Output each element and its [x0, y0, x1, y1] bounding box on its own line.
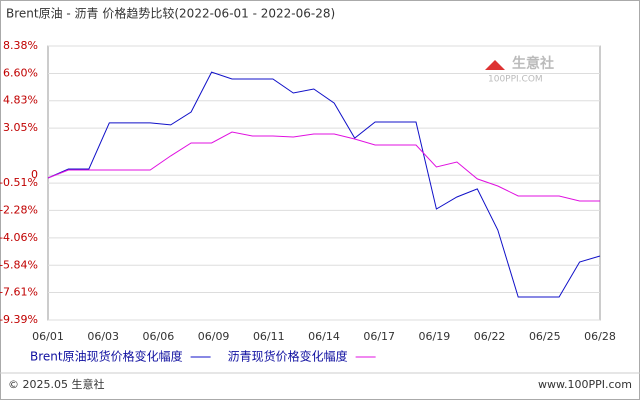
series-line — [47, 131, 600, 202]
y-tick-label: -0.51% — [0, 176, 38, 189]
x-tick-label: 06/09 — [198, 330, 230, 343]
series-line — [47, 71, 601, 298]
y-tick-label: -5.84% — [0, 258, 38, 271]
footer-copyright: © 2025.05 生意社 — [8, 377, 104, 391]
y-tick-label: -2.28% — [0, 203, 38, 216]
y-tick-label: 6.60% — [3, 66, 38, 79]
y-tick-label: 3.05% — [3, 121, 38, 134]
x-tick-label: 06/25 — [529, 330, 561, 343]
x-tick-label: 06/11 — [253, 330, 285, 343]
watermark-icon — [485, 60, 505, 70]
watermark-site: 100PPI.COM — [488, 75, 543, 85]
x-tick-label: 06/03 — [87, 330, 119, 343]
chart-title: Brent原油 - 沥青 价格趋势比较(2022-06-01 - 2022-06… — [6, 6, 335, 21]
watermark-name: 生意社 — [512, 55, 554, 72]
footer-site: www.100PPI.com — [538, 378, 632, 391]
x-tick-label: 06/14 — [308, 330, 340, 343]
legend-label: Brent原油现货价格变化幅度 — [30, 349, 183, 364]
legend-label: 沥青现货价格变化幅度 — [228, 349, 348, 364]
y-tick-label: 4.83% — [3, 94, 38, 107]
x-tick-label: 06/28 — [584, 330, 616, 343]
x-tick-label: 06/22 — [474, 330, 506, 343]
x-tick-label: 06/17 — [363, 330, 395, 343]
y-tick-label: -7.61% — [0, 286, 38, 299]
x-tick-label: 06/19 — [419, 330, 451, 343]
y-tick-label: -4.06% — [0, 231, 38, 244]
watermark: 生意社 100PPI.COM — [485, 55, 554, 85]
y-tick-label: -9.39% — [0, 313, 38, 326]
y-tick-label: 8.38% — [3, 39, 38, 52]
x-tick-label: 06/01 — [32, 330, 64, 343]
x-tick-label: 06/06 — [143, 330, 175, 343]
y-tick-label: 0 — [31, 168, 38, 181]
